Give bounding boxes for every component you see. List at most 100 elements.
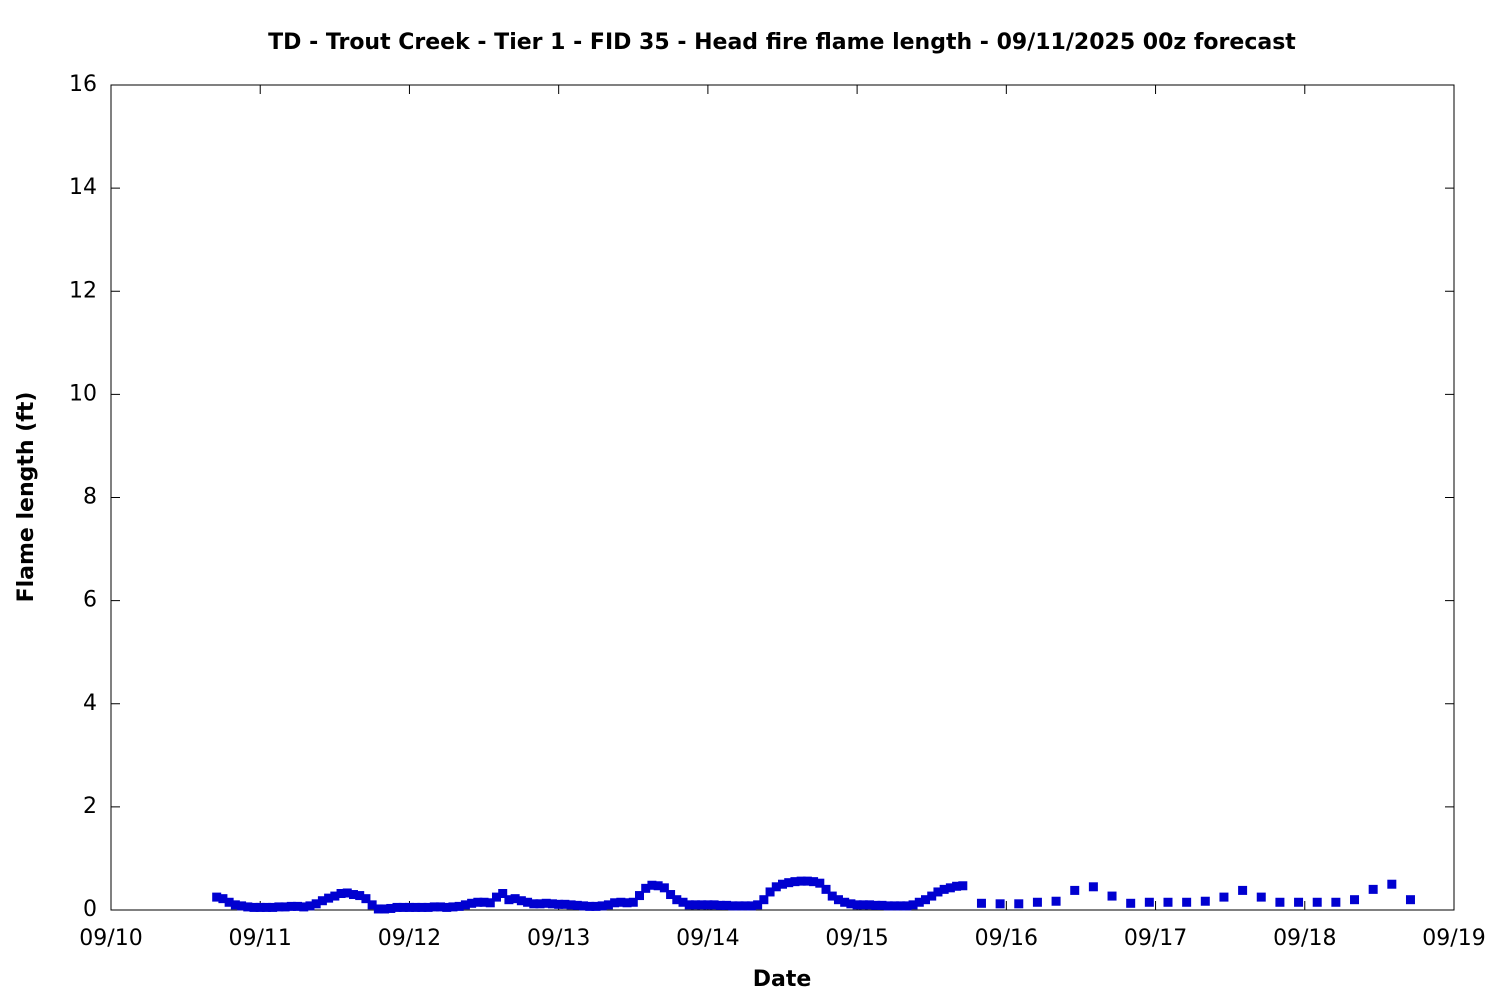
data-point xyxy=(952,881,962,891)
data-point xyxy=(1331,897,1341,907)
data-point xyxy=(703,900,713,910)
data-point xyxy=(585,901,595,911)
data-point xyxy=(299,902,309,912)
data-point xyxy=(945,883,955,893)
data-point xyxy=(846,899,856,909)
data-point xyxy=(1070,885,1080,895)
data-point xyxy=(865,900,875,910)
y-tick-label: 4 xyxy=(83,691,97,716)
data-point xyxy=(616,897,626,907)
data-point xyxy=(908,900,918,910)
data-point xyxy=(373,904,383,914)
data-point xyxy=(995,899,1005,909)
data-point xyxy=(392,902,402,912)
data-point xyxy=(871,900,881,910)
data-point xyxy=(815,878,825,888)
data-point xyxy=(1294,897,1304,907)
data-point xyxy=(597,901,607,911)
data-point xyxy=(933,887,943,897)
data-point xyxy=(448,902,458,912)
data-point xyxy=(1200,896,1210,906)
x-tick-label: 09/16 xyxy=(975,926,1038,951)
data-point xyxy=(728,901,738,911)
data-point xyxy=(535,899,545,909)
data-point xyxy=(889,901,899,911)
x-axis-label: Date xyxy=(753,967,812,992)
data-point xyxy=(603,900,613,910)
data-point xyxy=(510,894,520,904)
data-point xyxy=(1275,897,1285,907)
data-point xyxy=(927,891,937,901)
data-point xyxy=(622,898,632,908)
data-point xyxy=(628,897,638,907)
data-point xyxy=(516,896,526,906)
data-point xyxy=(796,876,806,886)
data-point xyxy=(1312,897,1322,907)
data-point xyxy=(286,901,296,911)
data-point xyxy=(1163,897,1173,907)
data-point xyxy=(442,902,452,912)
data-point xyxy=(672,895,682,905)
data-point xyxy=(690,900,700,910)
data-point xyxy=(560,899,570,909)
data-point xyxy=(460,900,470,910)
data-point xyxy=(883,901,893,911)
data-point xyxy=(715,900,725,910)
data-point xyxy=(243,902,253,912)
data-point xyxy=(659,883,669,893)
y-tick-label: 0 xyxy=(83,897,97,922)
data-point xyxy=(237,901,247,911)
data-point xyxy=(1387,879,1397,889)
x-tick-label: 09/12 xyxy=(378,926,441,951)
data-point xyxy=(454,901,464,911)
y-tick-label: 2 xyxy=(83,794,97,819)
data-point xyxy=(684,900,694,910)
data-point xyxy=(280,902,290,912)
data-point xyxy=(634,891,644,901)
data-point xyxy=(1219,892,1229,902)
data-point xyxy=(293,901,303,911)
data-point xyxy=(529,899,539,909)
data-point xyxy=(821,884,831,894)
data-point xyxy=(218,894,228,904)
data-point xyxy=(709,900,719,910)
data-point xyxy=(753,900,763,910)
data-point xyxy=(653,881,663,891)
y-axis-label: Flame length (ft) xyxy=(14,392,39,603)
data-point xyxy=(1107,891,1117,901)
data-point xyxy=(877,900,887,910)
data-point xyxy=(491,892,501,902)
y-tick-label: 6 xyxy=(83,588,97,613)
data-point xyxy=(249,902,259,912)
data-point xyxy=(386,903,396,913)
data-point xyxy=(212,892,222,902)
data-point xyxy=(305,901,315,911)
data-point xyxy=(1368,884,1378,894)
data-point xyxy=(765,887,775,897)
data-point xyxy=(411,902,421,912)
data-point xyxy=(1256,892,1266,902)
data-point xyxy=(342,888,352,898)
data-point xyxy=(436,902,446,912)
data-point xyxy=(423,902,433,912)
data-point xyxy=(504,895,514,905)
data-point xyxy=(790,877,800,887)
data-point xyxy=(840,897,850,907)
data-point xyxy=(641,883,651,893)
y-tick-label: 14 xyxy=(69,175,97,200)
data-point xyxy=(311,899,321,909)
data-point xyxy=(572,900,582,910)
data-point xyxy=(647,880,657,890)
data-point xyxy=(734,901,744,911)
x-tick-label: 09/17 xyxy=(1124,926,1187,951)
data-point xyxy=(902,901,912,911)
data-point xyxy=(591,901,601,911)
data-point xyxy=(479,897,489,907)
y-tick-label: 8 xyxy=(83,485,97,510)
data-point xyxy=(759,895,769,905)
data-point xyxy=(398,902,408,912)
data-point xyxy=(746,901,756,911)
